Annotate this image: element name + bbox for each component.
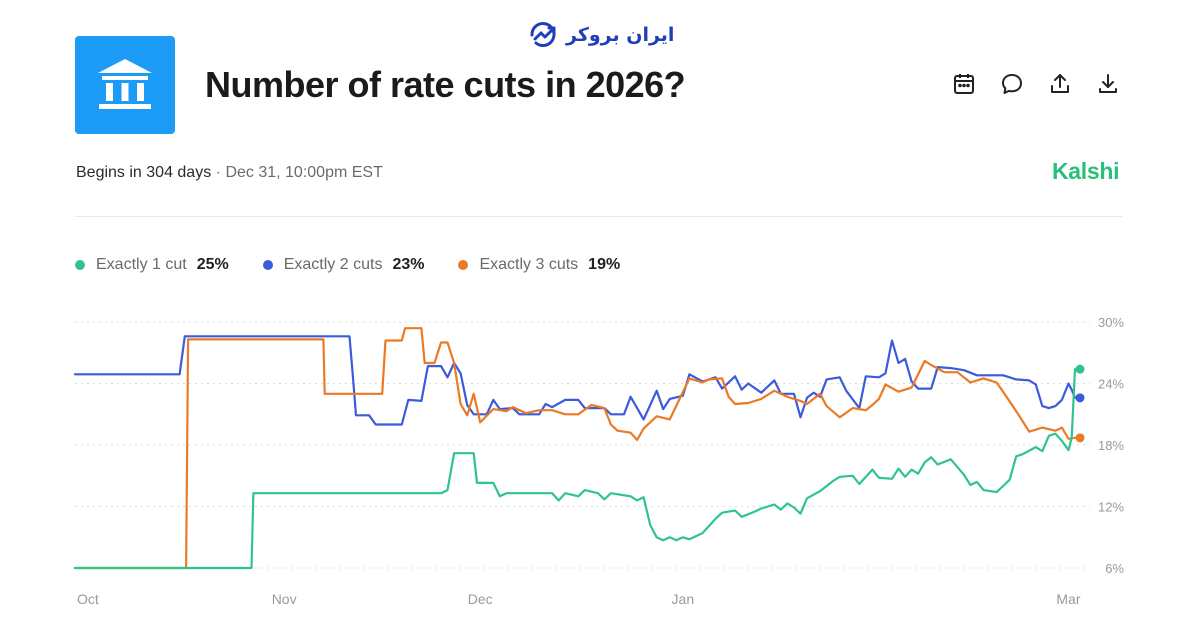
y-axis-ticks: 30% 24% 18% 12% 6% xyxy=(1098,315,1124,576)
series-3-cuts-line xyxy=(73,327,1077,570)
legend-item-1-cut[interactable]: Exactly 1 cut 25% xyxy=(75,256,229,274)
comment-icon xyxy=(1001,73,1022,94)
trend-logo-icon xyxy=(530,22,556,47)
kalshi-logo: Kalshi xyxy=(1052,158,1120,184)
end-date: Dec 31, 10:00pm EST xyxy=(225,164,383,181)
legend-dot xyxy=(75,260,85,270)
separator: · xyxy=(215,164,221,181)
x-tick-label: Nov xyxy=(272,591,297,607)
x-tick-label: Oct xyxy=(77,591,99,607)
calendar-icon xyxy=(953,73,974,94)
legend-value: 25% xyxy=(196,256,229,273)
legend-label: Exactly 3 cuts xyxy=(479,256,579,273)
y-tick-label: 12% xyxy=(1098,500,1124,515)
market-schedule: Begins in 304 days · Dec 31, 10:00pm EST xyxy=(76,164,383,182)
share-button[interactable] xyxy=(1046,70,1073,97)
chart-end-markers xyxy=(1075,364,1085,443)
share-icon xyxy=(1050,73,1069,93)
legend-label: Exactly 1 cut xyxy=(96,256,187,273)
legend-label: Exactly 2 cuts xyxy=(283,256,383,273)
begins-text: Begins in 304 days xyxy=(76,164,212,181)
chart-grid xyxy=(75,321,1090,569)
legend-value: 23% xyxy=(392,256,425,273)
y-tick-label: 30% xyxy=(1098,315,1124,330)
market-icon xyxy=(75,36,175,134)
bank-icon xyxy=(98,59,152,109)
legend-value: 19% xyxy=(588,256,621,273)
series-1-cut-line xyxy=(73,368,1077,570)
legend-dot xyxy=(262,260,273,270)
series-2-cuts-end-dot xyxy=(1075,393,1085,403)
watermark-text: ایران بروکر xyxy=(566,24,675,46)
legend-item-3-cuts[interactable]: Exactly 3 cuts 19% xyxy=(458,256,620,274)
calendar-button[interactable] xyxy=(950,70,977,97)
market-title: Number of rate cuts in 2026? xyxy=(205,64,686,105)
download-button[interactable] xyxy=(1094,70,1121,97)
watermark: ایران بروکر xyxy=(528,20,674,50)
x-tick-label: Jan xyxy=(672,591,695,607)
legend-dot xyxy=(458,260,469,270)
chart-legend: Exactly 1 cut 25% Exactly 2 cuts 23% Exa… xyxy=(75,256,654,274)
action-toolbar xyxy=(950,70,1121,97)
x-tick-label: Dec xyxy=(468,591,493,607)
series-3-cuts-end-dot xyxy=(1075,433,1085,443)
comment-button[interactable] xyxy=(998,70,1025,97)
series-2-cuts-line xyxy=(73,335,1077,426)
chart-series xyxy=(73,327,1077,570)
legend-item-2-cuts[interactable]: Exactly 2 cuts 23% xyxy=(262,256,425,274)
series-1-cut-end-dot xyxy=(1075,364,1085,374)
divider xyxy=(75,216,1122,217)
line-chart[interactable]: 30% 24% 18% 12% 6% Oct Nov Dec Jan Mar xyxy=(0,300,1200,620)
x-tick-label: Mar xyxy=(1056,591,1080,607)
x-axis-ticks: Oct Nov Dec Jan Mar xyxy=(77,591,1081,607)
y-tick-label: 24% xyxy=(1098,377,1124,392)
y-tick-label: 18% xyxy=(1098,438,1124,453)
y-tick-label: 6% xyxy=(1105,561,1124,576)
download-icon xyxy=(1098,73,1117,93)
